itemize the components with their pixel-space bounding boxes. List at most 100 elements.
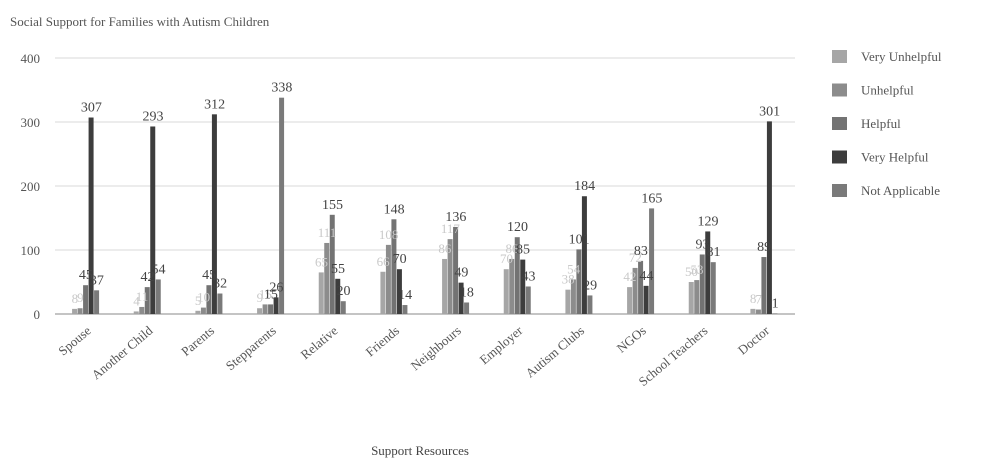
- data-label: 4: [133, 293, 140, 308]
- x-tick-label: Stepparents: [223, 323, 279, 373]
- bar: [576, 249, 582, 314]
- data-label: 11: [136, 289, 149, 304]
- data-label: 338: [271, 81, 292, 96]
- legend-swatch: [832, 117, 847, 130]
- legend-label: Not Applicable: [861, 183, 940, 198]
- bar: [391, 219, 397, 314]
- x-tick-label: Neighbours: [408, 323, 464, 373]
- x-tick-label: Autism Clubs: [522, 323, 587, 381]
- x-axis-title: Support Resources: [371, 443, 469, 458]
- bar: [632, 267, 638, 314]
- bar: [570, 279, 576, 314]
- data-label: 7: [755, 292, 762, 307]
- data-label: 15: [259, 286, 272, 301]
- data-label: 9: [257, 290, 264, 305]
- data-label: 1: [772, 296, 779, 311]
- bar: [442, 258, 448, 314]
- data-label: 301: [759, 104, 780, 119]
- data-labels: 8 945307374114229354510453123291515263386…: [72, 81, 781, 312]
- data-label: 8: [72, 291, 79, 306]
- data-label: 9: [77, 290, 84, 305]
- y-tick-label: 100: [21, 243, 41, 258]
- bar: [772, 313, 778, 314]
- data-label: 66: [377, 254, 391, 269]
- bar: [688, 282, 694, 314]
- bar: [514, 237, 520, 314]
- bar: [694, 280, 700, 314]
- legend-swatch: [832, 150, 847, 164]
- bar: [453, 226, 459, 314]
- data-label: 55: [331, 262, 345, 277]
- data-label: 54: [567, 261, 581, 276]
- data-label: 15: [264, 287, 278, 302]
- bar: [587, 295, 593, 314]
- legend-label: Helpful: [861, 116, 901, 131]
- bar: [77, 308, 83, 314]
- bar: [273, 297, 279, 314]
- data-label: 117: [441, 221, 461, 236]
- bar: [464, 302, 470, 314]
- bar: [761, 257, 767, 314]
- bar: [649, 208, 655, 314]
- data-label: 29: [583, 278, 597, 293]
- bar: [262, 304, 268, 314]
- bar: [279, 97, 285, 315]
- data-label: 18: [460, 285, 474, 300]
- bar: [318, 272, 324, 314]
- y-tick-label: 0: [34, 307, 41, 322]
- bar: [88, 117, 94, 315]
- y-tick-label: 400: [21, 51, 41, 66]
- data-label: 129: [698, 214, 719, 229]
- bar: [133, 311, 139, 314]
- data-label: 86: [438, 241, 452, 256]
- data-label: 85: [516, 243, 530, 258]
- data-label: 50: [685, 264, 698, 279]
- bar: [503, 269, 509, 314]
- data-label: 38: [562, 272, 575, 287]
- data-label: 184: [574, 179, 595, 194]
- bar: [144, 287, 150, 314]
- x-tick-label: Employer: [477, 322, 526, 367]
- x-tick-label: Parents: [178, 323, 217, 359]
- legend: Very Unhelpful Unhelpful Helpful Very Helpf…: [832, 49, 942, 198]
- x-tick-label: Doctor: [735, 322, 773, 357]
- bar: [699, 254, 705, 314]
- data-label: 65: [315, 254, 328, 269]
- bar: [268, 304, 274, 314]
- data-label: 89: [757, 240, 771, 255]
- bar: [217, 293, 223, 314]
- data-label: 8: [750, 291, 757, 306]
- bar: [72, 308, 78, 314]
- bar: [638, 260, 644, 314]
- data-label: 42: [141, 270, 155, 285]
- bar: [627, 287, 633, 314]
- bar: [211, 114, 217, 314]
- bar: [520, 259, 526, 314]
- bar: [755, 309, 761, 314]
- data-label: 70: [393, 252, 407, 267]
- data-label: 72: [629, 250, 642, 265]
- data-label: 111: [318, 225, 337, 240]
- data-label: 42: [623, 269, 636, 284]
- legend-swatch: [832, 83, 847, 97]
- bar: [257, 308, 263, 314]
- bar: [565, 289, 571, 314]
- data-label: 43: [522, 269, 536, 284]
- bar: [206, 285, 212, 314]
- data-label: 70: [500, 251, 513, 266]
- bar: [447, 239, 453, 314]
- data-label: 83: [634, 244, 648, 259]
- x-tick-label: Friends: [363, 323, 403, 360]
- gridlines: [55, 57, 795, 315]
- bar: [525, 286, 531, 314]
- bar: [396, 269, 402, 314]
- data-label: 54: [152, 262, 166, 277]
- legend-swatch: [832, 184, 847, 197]
- data-label: 14: [398, 288, 412, 303]
- data-label: 120: [507, 220, 528, 235]
- data-label: 93: [696, 237, 710, 252]
- bar: [750, 308, 756, 314]
- y-tick-label: 200: [21, 179, 41, 194]
